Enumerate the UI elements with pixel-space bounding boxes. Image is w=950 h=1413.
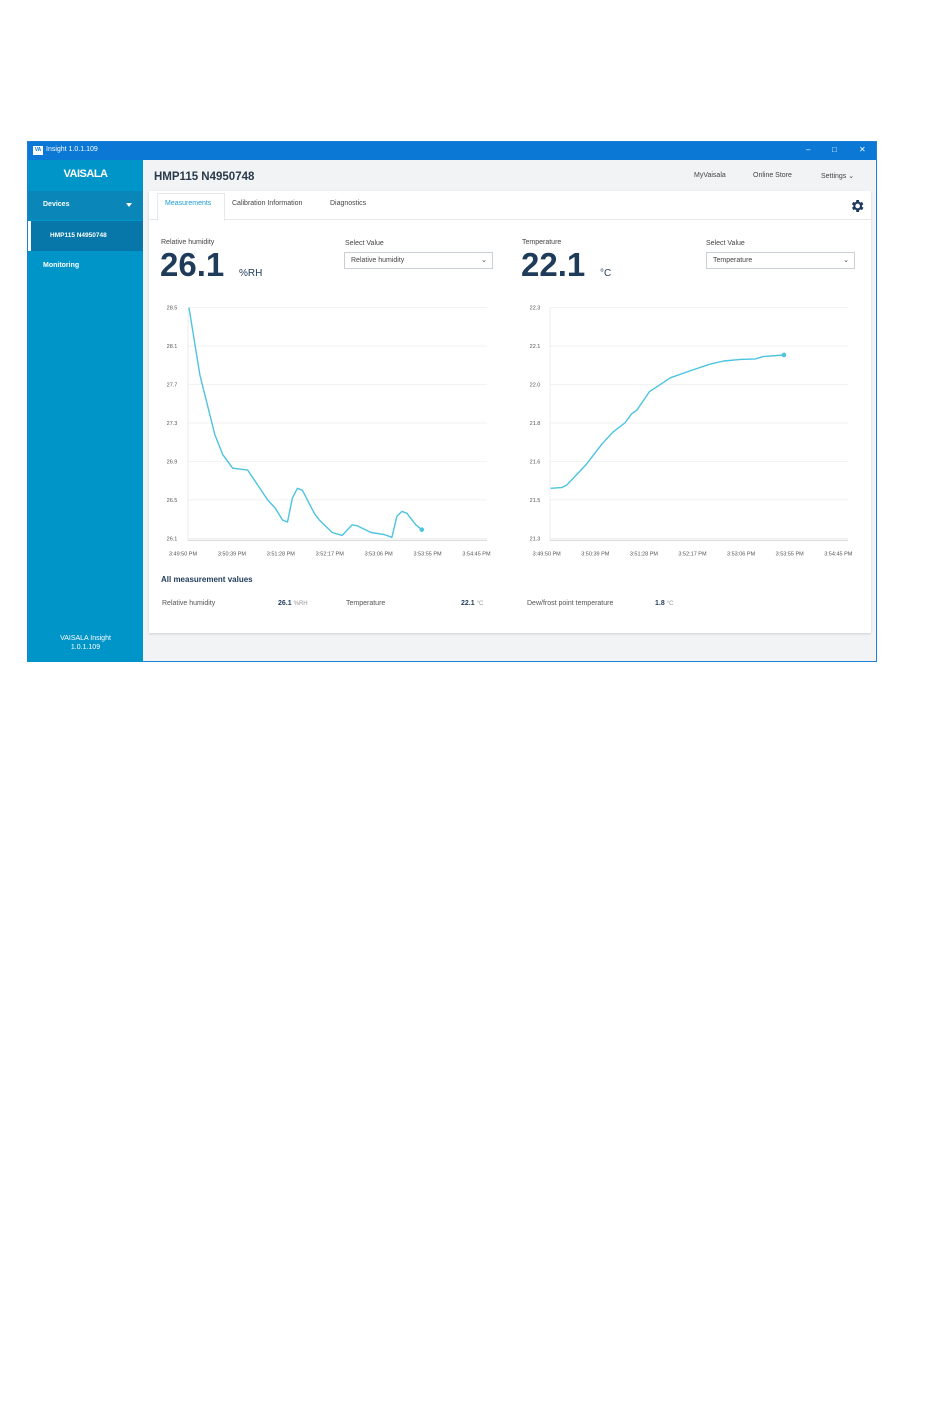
x-tick-label: 3:52:17 PM: [678, 551, 707, 557]
active-indicator: [28, 221, 31, 251]
y-tick-label: 28.1: [167, 344, 178, 350]
temperature-chart: 22.3 22.1 22.0 21.8 21.6 21.5 21.3 3:49:50 PM 3:…: [530, 306, 853, 558]
x-tick-label: 3:51:28 PM: [630, 551, 659, 557]
x-tick-label: 3:53:55 PM: [776, 551, 805, 557]
y-tick-label: 22.3: [530, 306, 541, 312]
version-number: 1.0.1.109: [70, 644, 101, 651]
y-tick-label: 26.9: [167, 459, 178, 465]
temp-select[interactable]: Temperature ⌄: [706, 252, 855, 269]
mv-label: Dew/frost point temperature: [527, 600, 614, 607]
x-tick-label: 3:51:28 PM: [267, 551, 296, 557]
y-tick-label: 21.8: [530, 421, 541, 427]
y-tick-label: 26.1: [167, 536, 178, 542]
x-tick-label: 3:50:39 PM: [581, 551, 610, 557]
mv-value: 22.1 °C: [461, 600, 483, 607]
select-value-label: Select Value: [345, 240, 384, 247]
chevron-down-icon: ⌄: [481, 257, 487, 264]
chevron-down-icon: ⌄: [843, 257, 849, 264]
x-tick-label: 3:53:06 PM: [365, 551, 394, 557]
sidebar-item-device[interactable]: HMP115 N4950748: [28, 221, 143, 251]
mv-number: 26.1: [278, 600, 292, 607]
x-tick-label: 3:54:45 PM: [462, 551, 491, 557]
y-tick-label: 26.5: [167, 498, 178, 504]
tab-calibration-information[interactable]: Calibration Information: [232, 200, 303, 207]
window-title: Insight 1.0.1.109: [46, 146, 98, 153]
x-tick-label: 3:53:06 PM: [727, 551, 756, 557]
temp-value: 22.1: [521, 246, 586, 283]
settings-menu[interactable]: Settings ⌄: [821, 172, 854, 180]
sidebar-item-label: HMP115 N4950748: [50, 232, 107, 239]
all-values-title: All measurement values: [161, 575, 253, 584]
title-bar[interactable]: VA Insight 1.0.1.109 – □ ✕: [28, 142, 876, 160]
rh-unit: %RH: [239, 268, 263, 279]
mv-number: 1.8: [655, 600, 665, 607]
series-line: [188, 307, 423, 539]
mv-number: 22.1: [461, 600, 475, 607]
latest-point-marker: [781, 352, 787, 358]
version-name: VAISALA Insight: [60, 635, 111, 642]
sidebar-item-label: Devices: [43, 201, 70, 208]
y-tick-label: 22.1: [530, 344, 541, 350]
rh-label: Relative humidity: [161, 239, 215, 246]
version-info: VAISALA Insight 1.0.1.109: [28, 634, 143, 652]
myvaisala-link[interactable]: MyVaisala: [694, 172, 726, 179]
y-tick-label: 21.6: [530, 459, 541, 465]
rh-select[interactable]: Relative humidity ⌄: [344, 252, 493, 269]
x-tick-label: 3:49:50 PM: [169, 551, 198, 557]
mv-unit: °C: [666, 601, 674, 607]
settings-label: Settings: [821, 173, 847, 180]
y-tick-label: 21.3: [530, 536, 541, 542]
tab-diagnostics[interactable]: Diagnostics: [330, 200, 367, 207]
app-window: VA Insight 1.0.1.109 – □ ✕ VAISALA Devic…: [27, 141, 877, 662]
gear-icon[interactable]: [849, 198, 865, 214]
x-tick-label: 3:50:39 PM: [218, 551, 247, 557]
mv-label: Relative humidity: [162, 600, 216, 607]
tab-measurements[interactable]: Measurements: [165, 200, 212, 207]
app-logo-icon: VA: [33, 146, 43, 155]
mv-value: 26.1 %RH: [278, 600, 308, 607]
measurements-card: Measurements Calibration Information Dia…: [149, 191, 871, 633]
active-tab-background: [157, 193, 225, 221]
select-value: Temperature: [713, 257, 753, 264]
y-tick-label: 27.3: [167, 421, 178, 427]
mv-label: Temperature: [346, 600, 386, 607]
x-tick-label: 3:52:17 PM: [316, 551, 345, 557]
minimize-icon[interactable]: –: [806, 145, 811, 154]
temp-unit: °C: [600, 268, 612, 279]
rh-value: 26.1: [160, 246, 225, 283]
x-tick-label: 3:49:50 PM: [533, 551, 562, 557]
page-title: HMP115 N4950748: [154, 171, 255, 183]
y-tick-label: 22.0: [530, 383, 541, 389]
maximize-icon[interactable]: □: [832, 145, 837, 154]
select-value: Relative humidity: [351, 257, 405, 264]
select-value-label: Select Value: [706, 240, 745, 247]
mv-unit: °C: [476, 601, 484, 607]
sidebar: VAISALA Devices HMP115 N4950748 Monitori…: [28, 160, 143, 662]
caret-down-icon: [126, 203, 132, 207]
vaisala-logo: VAISALA: [63, 168, 108, 180]
rh-chart: 28.5 28.1 27.7 27.3 26.9 26.5 26.1 3:49:50 PM 3:…: [167, 306, 491, 558]
mv-unit: %RH: [293, 601, 308, 607]
tab-bar: Measurements Calibration Information Dia…: [149, 191, 871, 221]
y-tick-label: 21.5: [530, 498, 541, 504]
sidebar-item-devices[interactable]: Devices: [28, 191, 143, 220]
x-tick-label: 3:54:45 PM: [824, 551, 853, 557]
sidebar-item-monitoring[interactable]: Monitoring: [43, 262, 80, 269]
online-store-link[interactable]: Online Store: [753, 172, 792, 179]
chevron-down-icon: ⌄: [848, 173, 855, 180]
y-tick-label: 27.7: [167, 383, 178, 389]
temp-label: Temperature: [522, 239, 562, 246]
latest-point-marker: [419, 527, 425, 532]
x-tick-label: 3:53:55 PM: [414, 551, 443, 557]
close-icon[interactable]: ✕: [859, 145, 866, 154]
mv-value: 1.8 °C: [655, 600, 673, 607]
y-tick-label: 28.5: [167, 306, 178, 312]
series-line: [550, 354, 784, 489]
